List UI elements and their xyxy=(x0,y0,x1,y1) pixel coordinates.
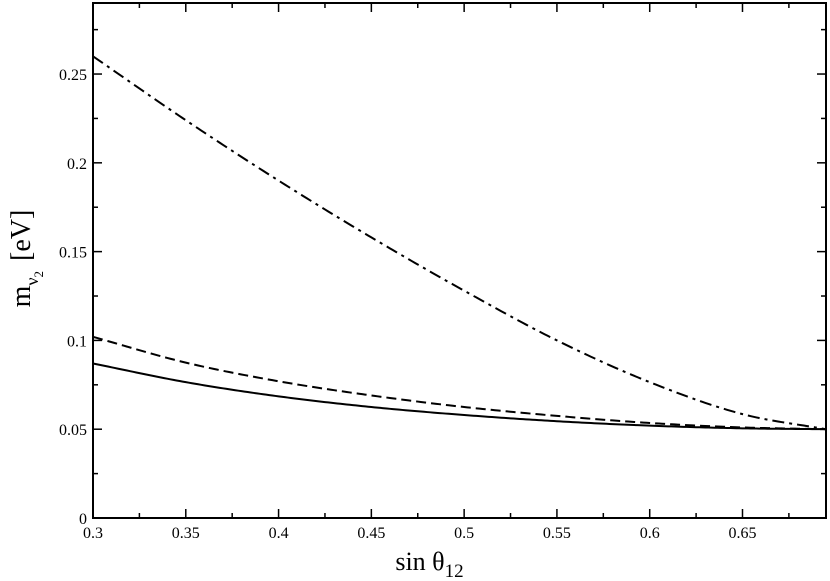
x-tick-label: 0.4 xyxy=(269,525,289,542)
x-axis-label-subscript: 12 xyxy=(445,561,464,581)
x-tick-label: 0.65 xyxy=(728,525,756,542)
y-tick-label: 0.1 xyxy=(67,333,87,350)
y-tick-label: 0 xyxy=(79,511,87,528)
x-tick-label: 0.5 xyxy=(454,525,474,542)
series-layer xyxy=(92,55,827,431)
x-tick-label: 0.3 xyxy=(83,525,103,542)
y-axis-label-unit: [eV] xyxy=(6,210,37,261)
y-axis-label-sub2: 2 xyxy=(31,271,46,278)
x-tick-label: 0.6 xyxy=(640,525,660,542)
x-tick-label: 0.55 xyxy=(543,525,571,542)
x-tick-label: 0.35 xyxy=(172,525,200,542)
y-axis-label-sub1: ν xyxy=(22,277,42,285)
y-axis-label-base: m xyxy=(6,285,37,307)
y-tick-label: 0.25 xyxy=(59,67,87,84)
series-line-solid xyxy=(92,362,827,431)
y-tick-label: 0.05 xyxy=(59,422,87,439)
series-line-dashdot xyxy=(92,55,827,431)
x-tick-label: 0.45 xyxy=(357,525,385,542)
y-axis-ticks: 0 0.05 0.1 0.15 0.2 0.25 xyxy=(59,28,826,528)
x-axis-ticks: 0.3 0.35 0.4 0.45 0.5 0.55 0.6 0.65 xyxy=(83,3,790,542)
x-axis-label-main: sin θ xyxy=(395,547,444,576)
y-axis-label: mν2 [eV] xyxy=(6,210,46,308)
x-axis-label: sin θ12 xyxy=(395,547,463,581)
plot-frame xyxy=(92,2,827,519)
y-tick-label: 0.2 xyxy=(67,156,87,173)
y-tick-label: 0.15 xyxy=(59,245,87,262)
series-line-dashed xyxy=(92,335,827,431)
svg-text:mν2[eV]: mν2 [eV] xyxy=(6,210,46,308)
